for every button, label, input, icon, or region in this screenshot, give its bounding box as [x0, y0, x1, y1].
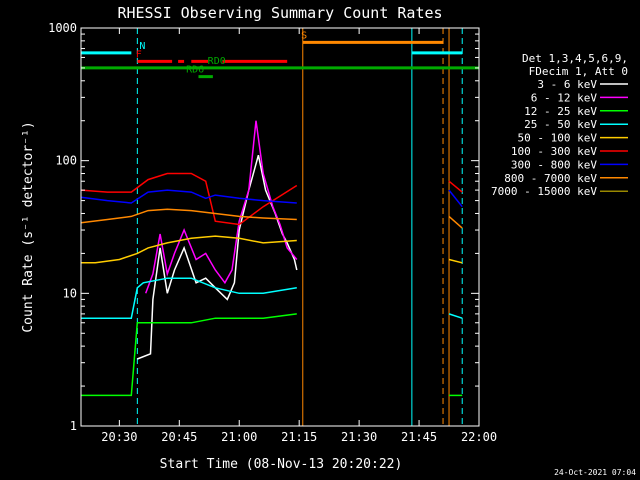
legend-header-1: FDecim 1, Att 0 [529, 65, 628, 78]
x-tick-label-6: 22:00 [461, 430, 497, 444]
legend-header-0: Det 1,3,4,5,6,9, [522, 52, 628, 65]
legend-label-3: 25 - 50 keV [524, 118, 597, 131]
y-tick-label-1: 10 [63, 286, 77, 300]
legend-label-6: 300 - 800 keV [511, 158, 597, 171]
series-line-2-0 [81, 313, 297, 397]
legend-label-5: 100 - 300 keV [511, 145, 597, 158]
x-tick-label-3: 21:15 [281, 430, 317, 444]
flag-rd0-label: RD0 [208, 56, 226, 67]
series-line-7-1 [448, 215, 463, 229]
series-line-0-0 [137, 155, 298, 360]
legend-label-2: 12 - 25 keV [524, 105, 597, 118]
timestamp: 24-Oct-2021 07:04 [554, 468, 636, 477]
series-line-4-1 [448, 258, 463, 264]
x-tick-label-1: 20:45 [161, 430, 197, 444]
x-tick-label-5: 21:45 [401, 430, 437, 444]
series-line-1-0 [144, 120, 298, 294]
series-line-3-0 [81, 277, 297, 319]
series-line-5-1 [448, 180, 463, 193]
series-line-7-0 [80, 208, 297, 224]
flag-f-label: F [136, 49, 142, 60]
series-line-4-0 [81, 235, 297, 264]
y-tick-label-2: 100 [55, 154, 77, 168]
y-axis-label: Count Rate (s⁻¹ detector⁻¹) [21, 121, 36, 332]
y-tick-label-0: 1 [70, 419, 77, 433]
x-axis: 20:30 20:45 21:00 21:15 21:30 21:45 22:00 [101, 28, 497, 444]
x-tick-label-4: 21:30 [341, 430, 377, 444]
flag-n-label: N [139, 41, 145, 52]
x-tick-label-0: 20:30 [101, 430, 137, 444]
y-axis: 1 10 100 1000 [48, 21, 479, 433]
legend-label-1: 6 - 12 keV [531, 91, 598, 104]
legend-label-4: 50 - 100 keV [518, 132, 598, 145]
legend-label-8: 7000 - 15000 keV [491, 185, 597, 198]
flag-rd6-label: RD6 [186, 65, 204, 76]
legend-label-7: 800 - 7000 keV [504, 172, 597, 185]
plot-area: NF S RD0 RD6 [80, 28, 479, 426]
plot-frame [80, 27, 480, 427]
series-line-6-0 [80, 189, 297, 204]
chart-title: RHESSI Observing Summary Count Rates [117, 4, 442, 22]
series-line-6-1 [448, 189, 463, 208]
x-tick-label-2: 21:00 [221, 430, 257, 444]
legend-label-0: 3 - 6 keV [537, 78, 597, 91]
y-tick-label-3: 1000 [48, 21, 77, 35]
x-axis-label: Start Time (08-Nov-13 20:20:22) [160, 457, 403, 472]
series-line-5-0 [80, 172, 298, 226]
flag-s-label: S [301, 30, 307, 41]
legend: Det 1,3,4,5,6,9,FDecim 1, Att 03 - 6 keV… [491, 52, 628, 198]
series-line-3-1 [448, 313, 463, 319]
